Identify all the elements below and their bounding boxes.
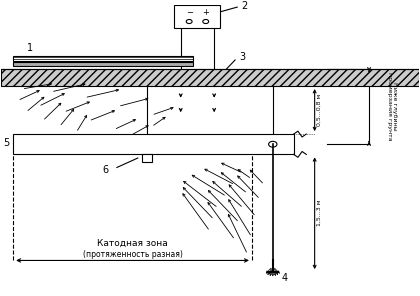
Bar	[174, 5, 220, 28]
Text: −: −	[186, 8, 193, 17]
Bar	[13, 62, 193, 66]
Bar	[1, 69, 419, 86]
Text: 2: 2	[241, 1, 248, 11]
Text: 5: 5	[3, 138, 9, 148]
Bar	[13, 57, 193, 61]
Text: +: +	[202, 8, 209, 17]
Text: 3: 3	[239, 52, 245, 62]
Bar	[13, 134, 294, 155]
Text: (протяженность разная): (протяженность разная)	[83, 250, 183, 259]
Text: 1: 1	[27, 43, 33, 53]
Text: Катодная зона: Катодная зона	[97, 239, 168, 247]
Text: 1,5...3 м: 1,5...3 м	[317, 200, 322, 226]
Text: 6: 6	[102, 165, 108, 176]
Text: 4: 4	[281, 273, 287, 283]
Bar	[142, 155, 152, 162]
Text: 0,5...0,8 м: 0,5...0,8 м	[317, 94, 322, 126]
Text: Ниже глубины
промерзания грунта: Ниже глубины промерзания грунта	[387, 72, 397, 141]
